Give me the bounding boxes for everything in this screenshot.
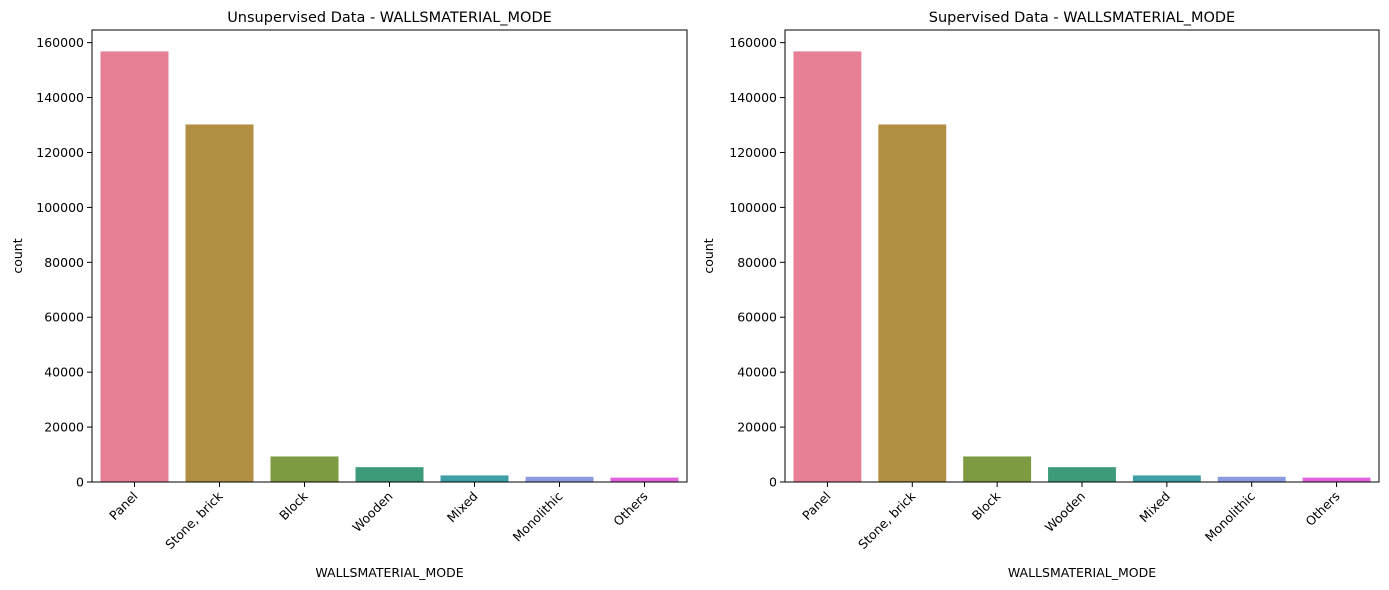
y-tick-label: 120000: [36, 145, 84, 160]
y-tick-label: 160000: [36, 35, 84, 50]
bar-mixed: [440, 475, 509, 482]
bar-panel: [793, 51, 862, 483]
x-tick-label: Stone, brick: [162, 488, 226, 552]
y-tick-label: 140000: [729, 90, 777, 105]
x-tick-label: Wooden: [349, 489, 395, 535]
bar-others: [610, 477, 679, 482]
y-tick-label: 20000: [44, 420, 84, 435]
y-axis-label: count: [701, 238, 716, 273]
x-tick-label: Wooden: [1042, 489, 1088, 535]
chart-supervised: Supervised Data - WALLSMATERIAL_MODE WAL…: [701, 10, 1380, 580]
axes-frame: [784, 29, 1380, 483]
bar-others: [1302, 477, 1371, 482]
x-tick-label: Block: [276, 488, 311, 523]
bar-block: [270, 456, 339, 482]
bar-monolithic: [525, 476, 594, 482]
x-tick-label: Panel: [799, 489, 833, 523]
bar-panel: [100, 51, 169, 483]
x-tick-label: Monolithic: [1202, 488, 1258, 544]
bar-monolithic: [1217, 476, 1286, 482]
bar-wooden: [355, 467, 424, 482]
bar-block: [963, 456, 1032, 482]
y-tick-label: 80000: [737, 255, 777, 270]
y-tick-label: 100000: [729, 200, 777, 215]
x-tick-label: Mixed: [444, 489, 481, 526]
x-tick-label: Others: [610, 489, 650, 529]
x-axis-label: WALLSMATERIAL_MODE: [315, 565, 463, 580]
y-tick-label: 160000: [729, 35, 777, 50]
y-tick-label: 20000: [737, 420, 777, 435]
y-tick-label: 60000: [737, 310, 777, 325]
x-axis-label: WALLSMATERIAL_MODE: [1008, 565, 1156, 580]
x-tick-label: Panel: [106, 489, 140, 523]
x-tick-label: Monolithic: [510, 488, 566, 544]
bar-mixed: [1132, 475, 1201, 482]
x-tick-label: Mixed: [1136, 489, 1173, 526]
y-tick-label: 0: [76, 475, 84, 490]
x-tick-label: Stone, brick: [855, 488, 919, 552]
y-tick-label: 40000: [44, 365, 84, 380]
bar-stone-brick: [185, 124, 254, 483]
y-axis-label: count: [10, 238, 25, 273]
bar-stone-brick: [878, 124, 947, 483]
axes-frame: [91, 29, 688, 483]
y-tick-label: 120000: [729, 145, 777, 160]
y-tick-label: 100000: [36, 200, 84, 215]
y-tick-label: 0: [769, 475, 777, 490]
y-tick-label: 60000: [44, 310, 84, 325]
chart-title: Supervised Data - WALLSMATERIAL_MODE: [929, 10, 1235, 26]
x-tick-label: Block: [969, 488, 1004, 523]
bar-wooden: [1048, 467, 1116, 482]
y-tick-label: 80000: [44, 255, 84, 270]
y-tick-label: 140000: [36, 90, 84, 105]
x-tick-label: Others: [1302, 489, 1342, 529]
y-tick-label: 40000: [737, 365, 777, 380]
chart-title: Unsupervised Data - WALLSMATERIAL_MODE: [227, 10, 552, 26]
chart-unsupervised: Unsupervised Data - WALLSMATERIAL_MODE W…: [10, 10, 688, 580]
